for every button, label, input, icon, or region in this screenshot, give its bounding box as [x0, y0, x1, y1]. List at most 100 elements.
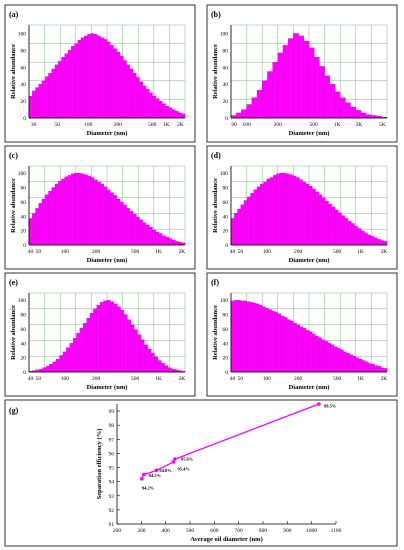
bar [276, 173, 280, 246]
bar [155, 231, 160, 246]
bar [48, 73, 52, 119]
bar [230, 300, 235, 373]
y-tick-label: 80 [21, 313, 27, 319]
bar [157, 360, 162, 373]
bar [341, 215, 345, 246]
bar [253, 189, 258, 246]
bar [147, 348, 152, 373]
bar [116, 198, 121, 246]
bar [321, 197, 326, 246]
bar [71, 173, 75, 246]
bar [119, 56, 124, 119]
y-tick-label: 20 [21, 356, 27, 362]
bar [234, 213, 238, 246]
panel-label: (c) [9, 151, 18, 160]
bar [361, 360, 366, 373]
bar [140, 339, 145, 373]
x-axis-title: Diameter (nm) [289, 130, 330, 137]
bar [113, 303, 118, 373]
x-tick-label: 5K [379, 122, 386, 128]
bar [237, 300, 241, 373]
y-tick-label: 93 [109, 494, 115, 500]
panel-label: (f) [211, 278, 219, 287]
bar [377, 239, 381, 246]
bar [64, 53, 69, 119]
x-tick-label: 600 [210, 528, 219, 534]
bar [237, 208, 241, 246]
bar [162, 235, 166, 246]
x-tick-label: 1000 [306, 528, 317, 534]
bar [343, 351, 347, 373]
bar [280, 315, 285, 373]
bar [139, 81, 143, 119]
bar [340, 349, 344, 373]
bar [262, 306, 266, 373]
panel-label: (d) [211, 151, 221, 160]
bar [336, 348, 341, 373]
y-tick-label: 80 [21, 48, 27, 54]
bar [90, 33, 95, 119]
data-label: 99.5% [324, 404, 337, 409]
x-axis-title: Diameter (nm) [289, 257, 330, 264]
bar [319, 66, 325, 119]
bar [55, 358, 60, 373]
bar [145, 89, 150, 119]
bar [142, 222, 147, 246]
y-tick-label: 0 [225, 243, 228, 249]
y-tick-label: 96 [109, 451, 115, 457]
x-tick-label: 500 [148, 122, 157, 128]
y-tick-label: 0 [23, 370, 26, 376]
y-tick-label: 0 [23, 116, 26, 122]
x-tick-label: 2K [356, 122, 363, 128]
bar [354, 226, 358, 246]
x-tick-label: 500 [131, 376, 140, 382]
y-axis-title: Relative abundance [10, 178, 17, 233]
data-point [171, 460, 176, 464]
x-tick-label: 2K [177, 122, 184, 128]
bar [48, 190, 52, 246]
x-tick-label: 40 [230, 249, 236, 255]
bar [100, 183, 104, 246]
bar [246, 301, 250, 373]
x-tick-label: 2K [381, 249, 388, 255]
bar [373, 237, 378, 246]
bar [139, 219, 143, 246]
bar [51, 68, 56, 119]
bar [38, 203, 43, 246]
bar [80, 173, 85, 246]
y-tick-label: 20 [223, 229, 229, 235]
bar [145, 224, 150, 246]
bar [246, 104, 252, 119]
bar [158, 100, 163, 119]
bar [344, 218, 349, 246]
bar [129, 211, 134, 246]
y-tick-label: 40 [223, 341, 229, 347]
bar [103, 186, 108, 246]
bar [161, 363, 165, 373]
bar [162, 103, 166, 119]
bar [38, 84, 43, 119]
bar [67, 50, 72, 119]
bar [311, 333, 316, 373]
x-axis-title: Average oil diameter (nm) [190, 536, 263, 543]
y-axis-title: Relative abundance [212, 178, 219, 233]
bar [119, 201, 124, 246]
bar [295, 177, 300, 246]
bar [271, 310, 275, 373]
y-axis-title: Relative abundance [212, 44, 219, 99]
bar [126, 208, 130, 246]
bar [308, 331, 313, 373]
bar [123, 204, 127, 246]
bar [267, 71, 273, 119]
bar [42, 367, 47, 373]
bar [100, 302, 104, 373]
data-point [173, 457, 177, 461]
bar [32, 213, 36, 246]
y-tick-label: 60 [21, 200, 27, 206]
y-tick-label: 91 [109, 522, 115, 528]
x-tick-label: 500 [310, 122, 319, 128]
bar [116, 51, 121, 119]
bar [97, 35, 101, 119]
x-tick-label: 100 [61, 376, 70, 382]
bar [96, 305, 101, 373]
